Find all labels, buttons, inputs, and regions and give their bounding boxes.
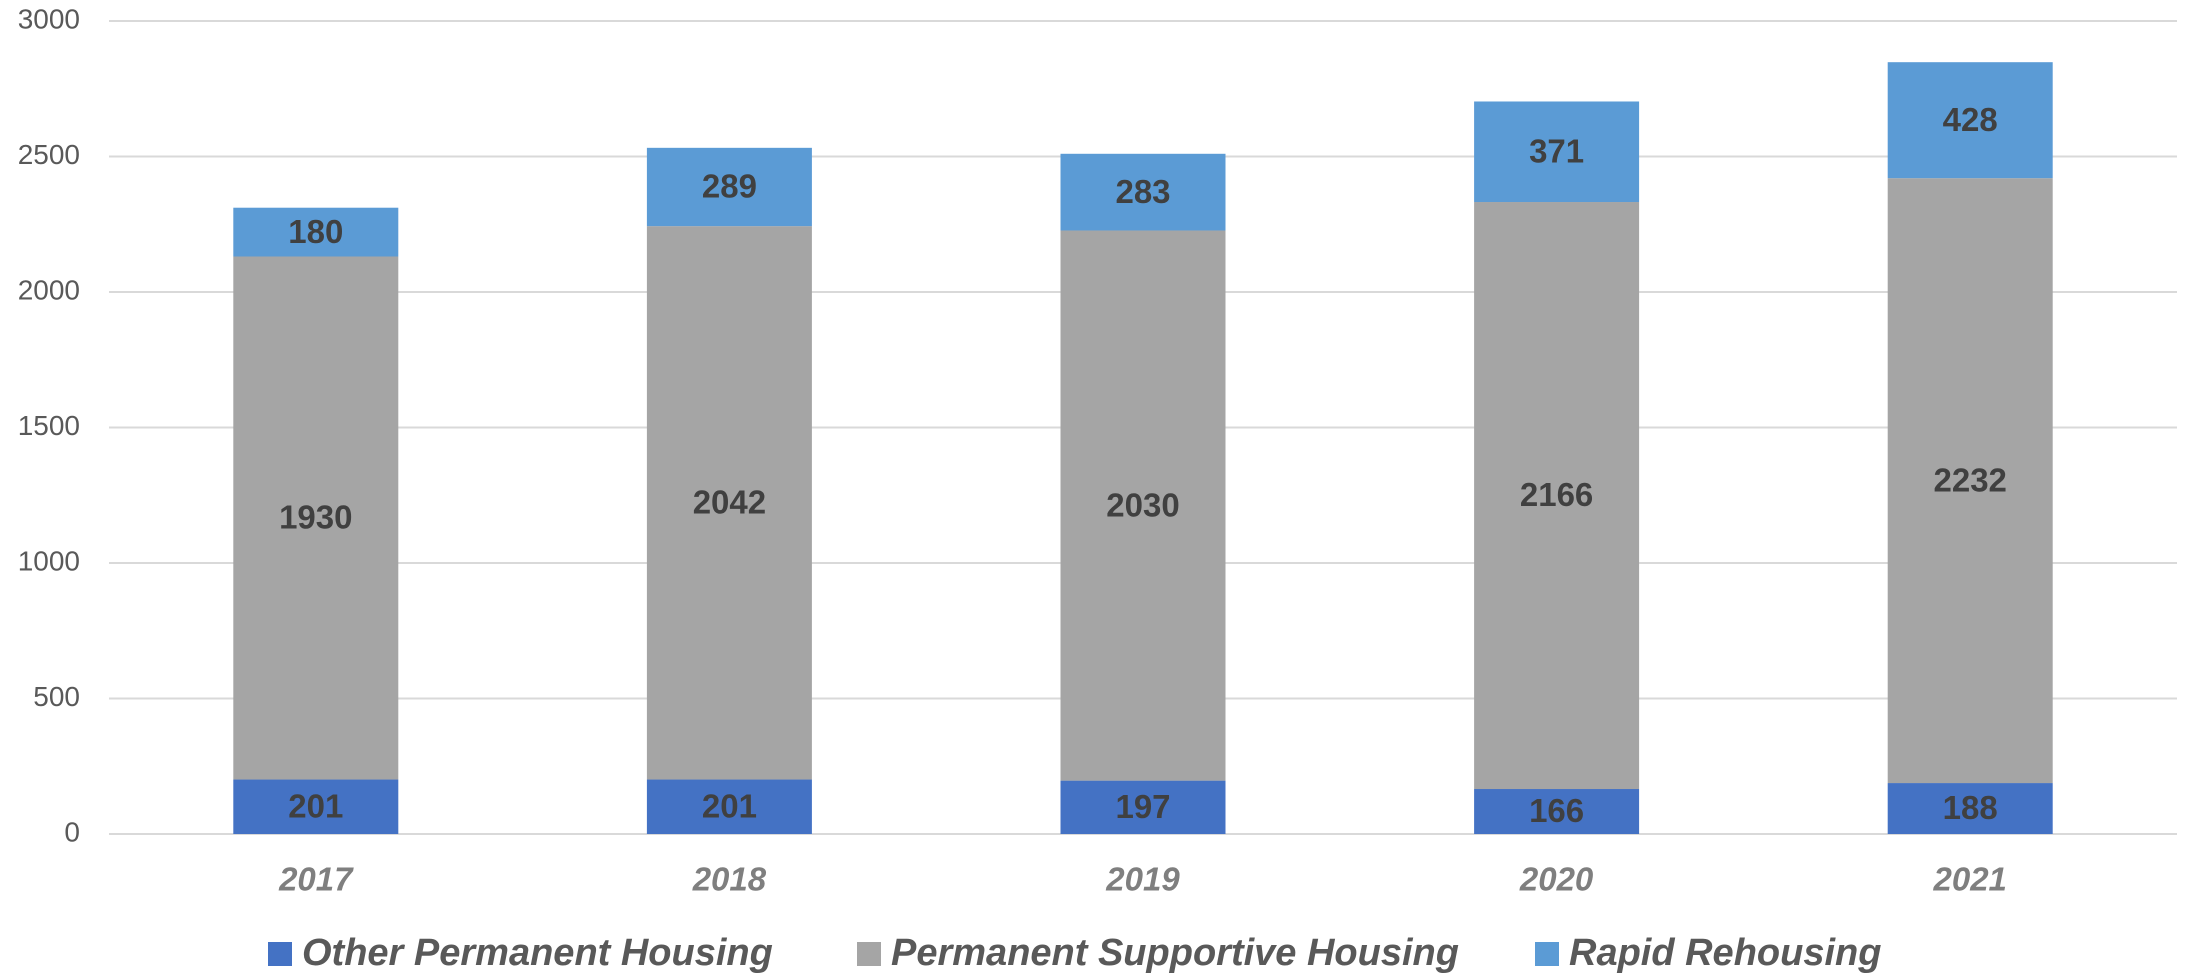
bar-segment xyxy=(1060,780,1226,834)
data-label: 428 xyxy=(1943,101,1998,138)
data-label: 188 xyxy=(1943,789,1998,826)
data-label: 283 xyxy=(1115,173,1170,210)
x-tick-label: 2021 xyxy=(1932,861,2006,898)
data-label: 1930 xyxy=(279,499,352,536)
x-tick-label: 2019 xyxy=(1105,861,1180,898)
x-tick-label: 2020 xyxy=(1519,861,1594,898)
data-label: 180 xyxy=(288,213,343,250)
data-label: 2030 xyxy=(1106,486,1179,523)
y-tick-label: 500 xyxy=(33,681,80,712)
bar-segment xyxy=(646,226,812,780)
y-tick-label: 1500 xyxy=(18,410,80,441)
data-label: 201 xyxy=(288,787,343,824)
bar-segment xyxy=(233,256,399,780)
legend-swatch xyxy=(1535,942,1559,966)
bar-segment xyxy=(1887,783,2053,834)
x-tick-label: 2018 xyxy=(692,861,767,898)
bar-segment xyxy=(233,207,399,257)
y-tick-label: 1000 xyxy=(18,545,80,576)
legend-label: Rapid Rehousing xyxy=(1569,932,1881,974)
bar-segment xyxy=(1060,230,1226,781)
bar-segment xyxy=(1474,202,1640,790)
data-label: 371 xyxy=(1529,132,1584,169)
y-tick-label: 2000 xyxy=(18,274,80,305)
legend-label: Other Permanent Housing xyxy=(302,932,773,974)
bar-segment xyxy=(1887,62,2053,179)
bar-segment xyxy=(646,779,812,834)
y-tick-label: 0 xyxy=(64,816,80,847)
data-label: 201 xyxy=(702,787,757,824)
data-label: 2042 xyxy=(693,484,766,521)
bar-segment xyxy=(1474,789,1640,834)
y-tick-label: 2500 xyxy=(18,139,80,170)
y-tick-label: 3000 xyxy=(18,3,80,34)
data-label: 197 xyxy=(1115,788,1170,825)
data-label: 2166 xyxy=(1520,476,1593,513)
bar-segment xyxy=(233,779,399,834)
bar-segment xyxy=(1887,178,2053,784)
x-tick-label: 2017 xyxy=(278,861,354,898)
legend-swatch xyxy=(857,942,881,966)
legend-swatch xyxy=(268,942,292,966)
data-label: 166 xyxy=(1529,792,1584,829)
legend-label: Permanent Supportive Housing xyxy=(891,932,1459,974)
data-label: 2232 xyxy=(1933,461,2006,498)
data-label: 289 xyxy=(702,168,757,205)
bar-segment xyxy=(1474,101,1640,203)
bar-segment xyxy=(1060,153,1226,231)
bar-segment xyxy=(646,147,812,227)
